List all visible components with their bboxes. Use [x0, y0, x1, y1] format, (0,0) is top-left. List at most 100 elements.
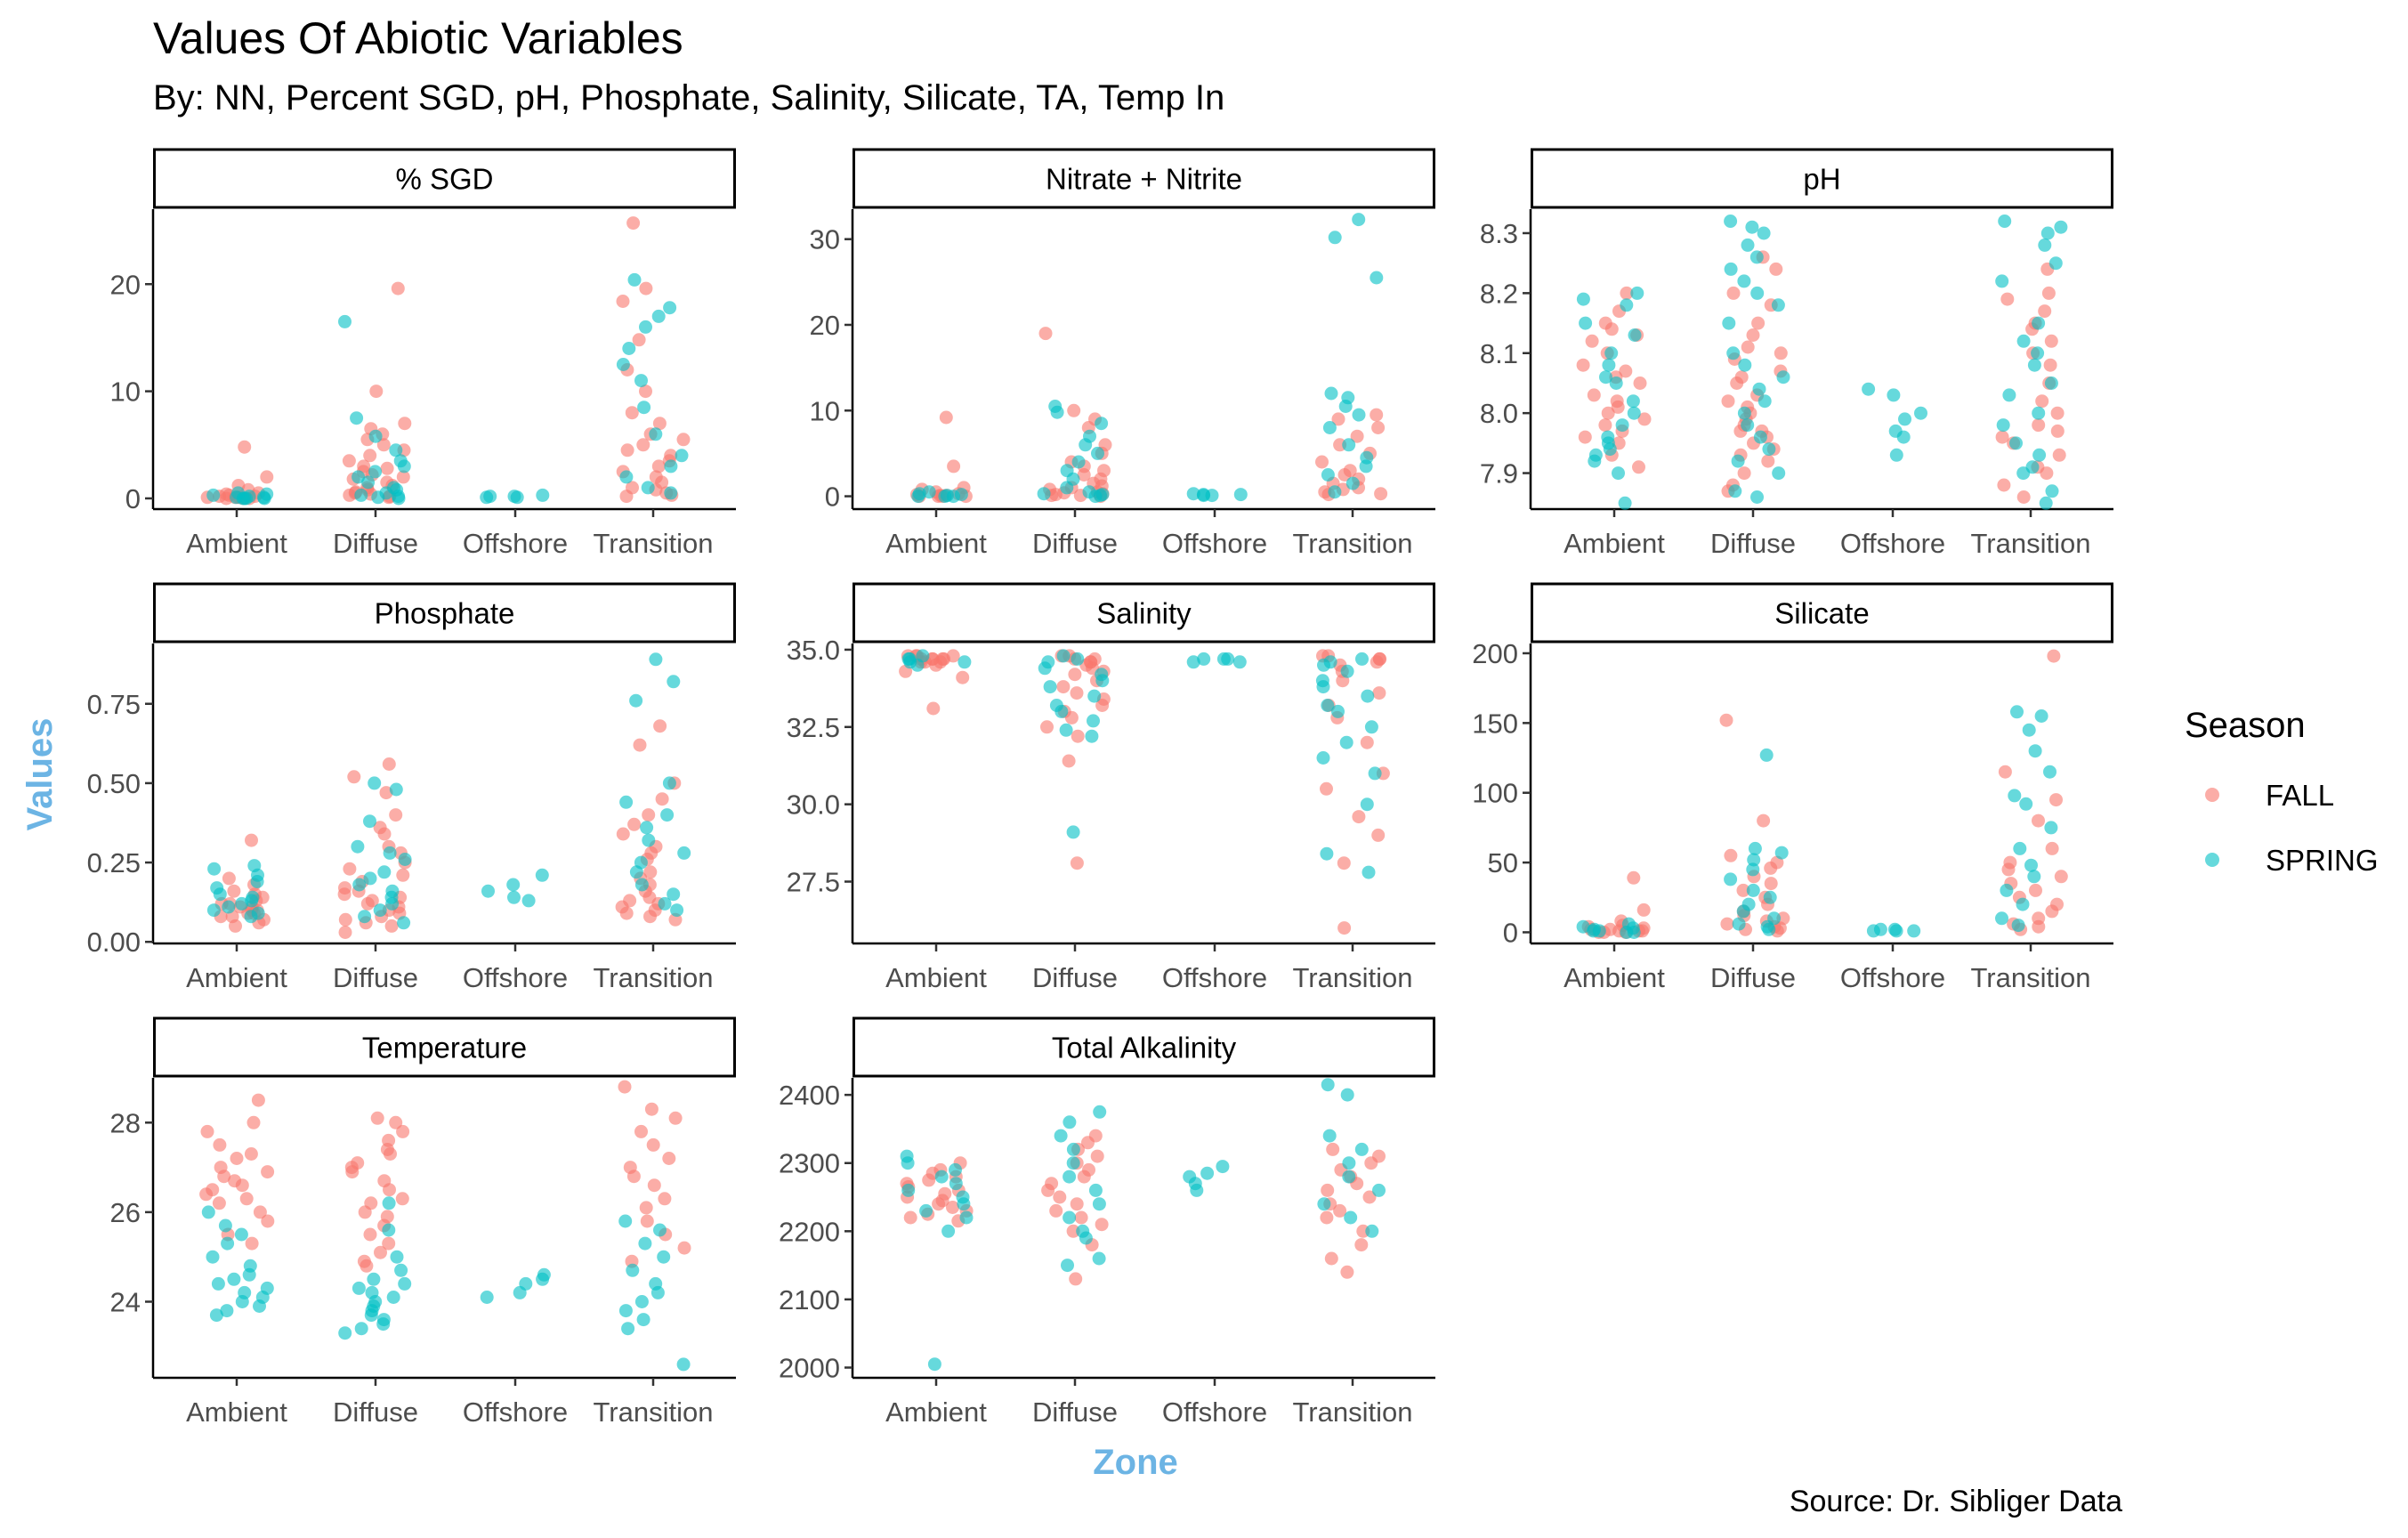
data-point-fall: [2054, 870, 2068, 884]
x-tick-label: Diffuse: [1710, 528, 1796, 559]
data-point-spring: [367, 1272, 381, 1286]
data-point-fall: [643, 865, 658, 879]
data-point-fall: [626, 1170, 641, 1184]
data-point-fall: [2050, 424, 2065, 438]
x-tick-label: Diffuse: [1032, 962, 1118, 993]
data-point-spring: [1087, 689, 1102, 703]
data-point-spring: [1066, 825, 1080, 839]
data-point-spring: [1059, 723, 1073, 737]
data-point-fall: [1627, 870, 1641, 885]
y-tick-label: 28: [110, 1107, 141, 1138]
data-point-fall: [932, 1197, 946, 1211]
data-point-fall: [633, 738, 647, 752]
data-point-fall: [1315, 455, 1329, 469]
data-point-spring: [2039, 496, 2053, 510]
data-point-spring: [660, 808, 675, 822]
data-point-fall: [620, 443, 634, 457]
data-point-spring: [1095, 674, 1110, 688]
data-point-spring: [1724, 215, 1738, 228]
data-point-spring: [1344, 1210, 1358, 1225]
data-point-fall: [2001, 862, 2016, 877]
data-point-fall: [1038, 327, 1053, 341]
data-point-spring: [927, 1357, 941, 1372]
data-point-fall: [1734, 370, 1749, 384]
data-point-fall: [1764, 861, 1778, 875]
data-point-fall: [212, 1196, 226, 1210]
data-point-spring: [352, 1281, 366, 1295]
data-point-spring: [1345, 476, 1360, 490]
data-point-spring: [510, 490, 524, 505]
data-point-spring: [1342, 1156, 1356, 1170]
data-point-fall: [358, 1205, 372, 1219]
y-tick-label: 35.0: [787, 635, 840, 666]
data-point-fall: [1053, 1190, 1067, 1204]
data-point-spring: [373, 903, 387, 918]
data-point-fall: [1352, 810, 1366, 824]
data-point-spring: [227, 1272, 241, 1286]
data-point-spring: [1737, 274, 1751, 288]
data-point-spring: [910, 658, 925, 672]
data-point-fall: [636, 438, 650, 452]
data-point-fall: [2040, 466, 2054, 481]
data-point-fall: [2038, 304, 2052, 319]
y-tick-label: 27.5: [787, 867, 840, 898]
data-point-spring: [1320, 846, 1334, 861]
data-point-spring: [1061, 1259, 1074, 1273]
y-tick-label: 2200: [779, 1216, 840, 1247]
data-point-spring: [1338, 400, 1353, 413]
data-point-spring: [1197, 652, 1211, 666]
data-point-spring: [629, 865, 643, 879]
data-point-fall: [384, 919, 399, 933]
data-point-spring: [650, 1285, 665, 1299]
data-point-fall: [658, 1192, 672, 1206]
data-point-fall: [626, 216, 641, 231]
data-point-spring: [1998, 215, 2012, 228]
data-point-spring: [382, 1223, 396, 1237]
data-point-spring: [2054, 220, 2068, 234]
data-point-fall: [676, 433, 691, 447]
data-point-fall: [1576, 358, 1590, 372]
facet-label-ph: pH: [1803, 163, 1840, 196]
data-point-spring: [1628, 328, 1642, 342]
data-point-fall: [222, 871, 236, 886]
data-point-spring: [1322, 1129, 1337, 1143]
data-point-spring: [657, 1250, 671, 1264]
data-point-spring: [1079, 438, 1093, 452]
data-point-spring: [1746, 862, 1760, 877]
data-point-fall: [396, 470, 410, 484]
data-point-spring: [1339, 735, 1353, 749]
data-point-fall: [655, 792, 669, 806]
data-point-fall: [1746, 328, 1760, 342]
data-point-fall: [382, 757, 396, 771]
data-point-spring: [2008, 789, 2022, 803]
data-point-fall: [1724, 848, 1738, 862]
data-point-fall: [1632, 460, 1645, 474]
data-point-spring: [2032, 406, 2046, 420]
data-point-spring: [221, 1236, 235, 1251]
data-point-fall: [379, 786, 393, 800]
data-point-spring: [250, 875, 264, 888]
y-tick-label: 2300: [779, 1148, 840, 1179]
data-point-fall: [651, 459, 666, 474]
data-point-fall: [1720, 917, 1734, 931]
data-point-spring: [1328, 485, 1342, 499]
data-point-spring: [619, 795, 634, 809]
data-point-fall: [384, 1147, 397, 1161]
y-tick-label: 8.1: [1480, 338, 1518, 369]
data-point-fall: [662, 1152, 676, 1165]
data-point-fall: [640, 1214, 654, 1228]
data-point-fall: [1062, 754, 1076, 768]
data-point-spring: [1748, 841, 1762, 855]
data-point-spring: [513, 1285, 527, 1299]
data-point-spring: [235, 896, 249, 911]
data-point-spring: [1726, 346, 1741, 360]
data-point-spring: [1321, 1078, 1335, 1092]
data-point-fall: [1364, 1156, 1378, 1170]
data-point-spring: [619, 470, 634, 484]
data-point-spring: [1362, 865, 1376, 879]
data-point-fall: [619, 490, 634, 504]
data-point-fall: [382, 1236, 396, 1251]
x-tick-label: Offshore: [1840, 528, 1945, 559]
data-point-spring: [1092, 1251, 1106, 1266]
data-point-fall: [261, 1165, 275, 1179]
